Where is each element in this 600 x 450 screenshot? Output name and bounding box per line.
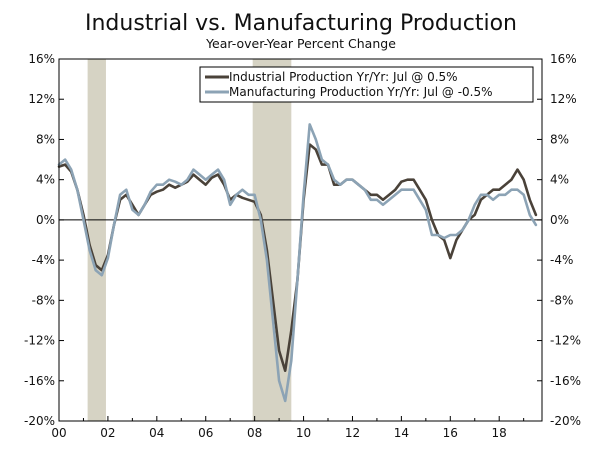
legend-label-manufacturing: Manufacturing Production Yr/Yr: Jul @ -0… bbox=[229, 85, 493, 99]
recession-band bbox=[87, 59, 106, 421]
y-tick-label-left: -8% bbox=[32, 293, 55, 307]
y-tick-label-left: -12% bbox=[24, 334, 55, 348]
y-tick-label-right: -12% bbox=[550, 334, 581, 348]
y-tick-label-right: -16% bbox=[550, 374, 581, 388]
y-tick-label-right: -4% bbox=[550, 253, 573, 267]
x-tick-label: 14 bbox=[394, 426, 409, 440]
y-tick-label-right: 8% bbox=[550, 132, 569, 146]
x-tick-label: 16 bbox=[443, 426, 458, 440]
y-tick-label-right: 16% bbox=[550, 52, 577, 66]
series-layer bbox=[57, 123, 538, 403]
y-tick-label-left: 4% bbox=[36, 173, 55, 187]
x-tick-label: 10 bbox=[296, 426, 311, 440]
y-tick-label-right: 12% bbox=[550, 92, 577, 106]
y-tick-label-left: -20% bbox=[24, 414, 55, 428]
y-tick-label-left: -4% bbox=[32, 253, 55, 267]
y-tick-label-right: -8% bbox=[550, 293, 573, 307]
x-tick-label: 02 bbox=[100, 426, 115, 440]
x-tick-label: 00 bbox=[51, 426, 66, 440]
y-tick-label-right: 4% bbox=[550, 173, 569, 187]
manufacturing-production-line bbox=[57, 123, 538, 403]
recession-band bbox=[252, 59, 292, 421]
recession-bands bbox=[87, 59, 292, 421]
y-tick-label-left: 0% bbox=[36, 213, 55, 227]
x-tick-label: 04 bbox=[149, 426, 164, 440]
industrial-production-line bbox=[57, 143, 538, 373]
axis-layer: 16% 16% 12% 12% 8% 8% 4% 4% 0% 0% -4% -4% -8% -8% -12%… bbox=[24, 52, 581, 440]
x-tick-label: 08 bbox=[247, 426, 262, 440]
legend-label-industrial: Industrial Production Yr/Yr: Jul @ 0.5% bbox=[229, 70, 458, 84]
y-tick-label-left: 16% bbox=[28, 52, 55, 66]
y-tick-label-left: -16% bbox=[24, 374, 55, 388]
y-tick-label-left: 8% bbox=[36, 132, 55, 146]
y-tick-label-left: 12% bbox=[28, 92, 55, 106]
y-tick-label-right: 0% bbox=[550, 213, 569, 227]
x-tick-label: 18 bbox=[492, 426, 507, 440]
plot-frame bbox=[58, 58, 543, 422]
y-tick-label-right: -20% bbox=[550, 414, 581, 428]
chart-subtitle: Year-over-Year Percent Change bbox=[205, 36, 396, 51]
legend-box bbox=[199, 66, 534, 103]
x-tick-label: 12 bbox=[345, 426, 360, 440]
legend: Industrial Production Yr/Yr: Jul @ 0.5%M… bbox=[199, 66, 534, 103]
x-tick-label: 06 bbox=[198, 426, 213, 440]
chart-title: Industrial vs. Manufacturing Production bbox=[85, 11, 517, 36]
